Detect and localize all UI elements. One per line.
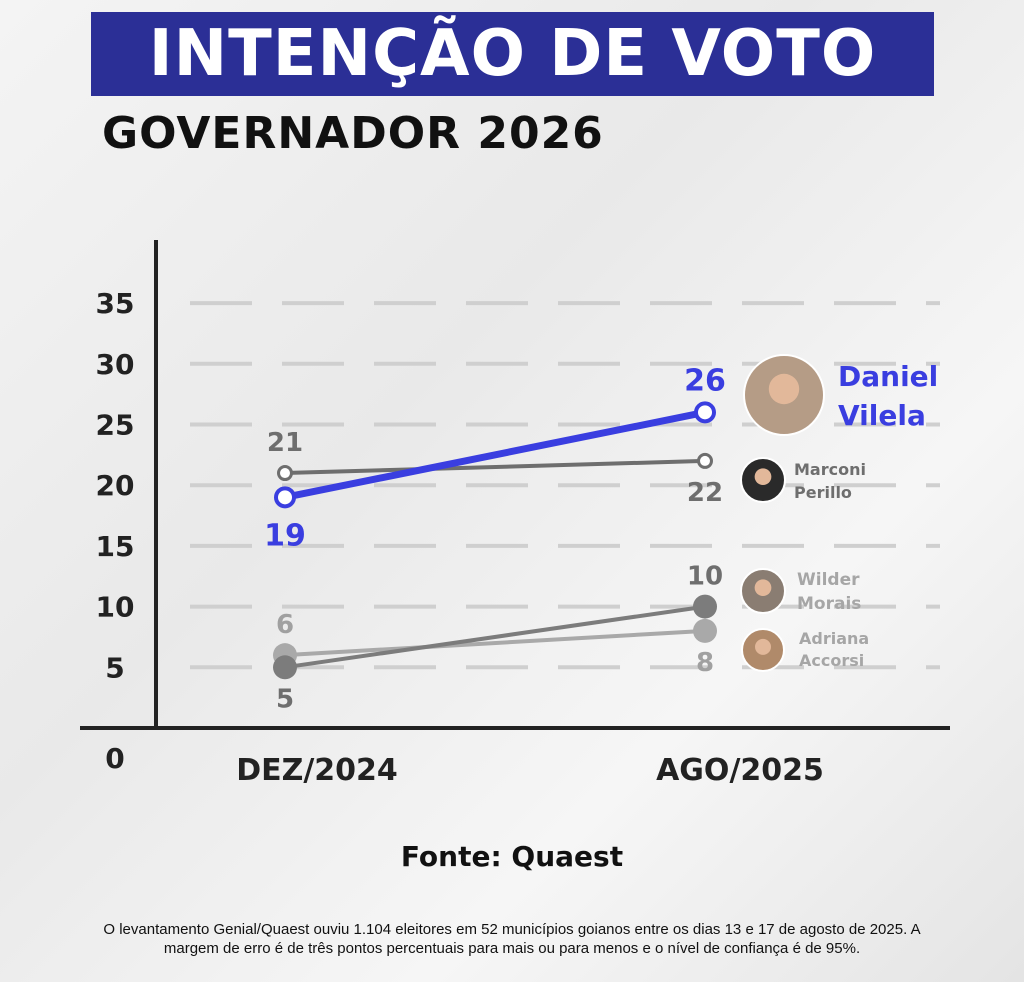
title-banner: INTENÇÃO DE VOTO <box>91 12 934 96</box>
y-tick-label: 20 <box>96 469 135 502</box>
data-label: 26 <box>684 363 726 398</box>
legend-first-name: Wilder <box>797 570 860 590</box>
data-label: 21 <box>267 428 303 458</box>
legend-first-name: Adriana <box>799 629 869 648</box>
x-tick-label: DEZ/2024 <box>236 753 398 788</box>
legend-last-name: Accorsi <box>799 651 864 670</box>
chart-title: INTENÇÃO DE VOTO <box>148 17 877 91</box>
y-tick-label: 0 <box>105 742 124 775</box>
legend-first-name: Daniel <box>838 360 938 393</box>
candidate-face-3 <box>755 638 771 655</box>
data-label: 8 <box>696 648 714 678</box>
data-point <box>277 465 293 482</box>
y-tick-label: 5 <box>105 651 124 684</box>
y-tick-label: 30 <box>96 348 135 381</box>
candidate-face-1 <box>754 468 772 486</box>
series-line-3 <box>284 628 706 658</box>
data-label: 6 <box>276 610 294 640</box>
candidate-face-0 <box>768 373 800 405</box>
series-line-2 <box>284 604 706 670</box>
data-point <box>693 618 717 643</box>
data-point <box>273 655 297 680</box>
data-label: 19 <box>264 518 306 553</box>
source-label: Fonte: Quaest <box>400 840 624 873</box>
candidate-face-2 <box>754 579 772 597</box>
y-tick-label: 25 <box>96 409 135 442</box>
y-tick-label: 15 <box>96 530 135 563</box>
data-label: 22 <box>687 478 723 508</box>
data-point <box>693 594 717 619</box>
data-point <box>274 486 296 509</box>
series-line-0 <box>284 408 706 501</box>
methodology-note: O levantamento Genial/Quaest ouviu 1.104… <box>103 921 921 957</box>
data-point <box>697 452 713 469</box>
legend-last-name: Perillo <box>794 483 852 502</box>
series-line-1 <box>284 458 706 476</box>
legend-first-name: Marconi <box>794 460 866 479</box>
chart-subtitle: GOVERNADOR 2026 <box>102 108 604 159</box>
legend-last-name: Vilela <box>838 399 926 432</box>
y-tick-label: 10 <box>96 591 135 624</box>
legend-last-name: Morais <box>797 594 861 614</box>
x-tick-label: AGO/2025 <box>656 753 824 788</box>
y-tick-label: 35 <box>96 287 135 320</box>
data-label: 5 <box>276 684 294 714</box>
data-point <box>694 401 716 424</box>
data-label: 10 <box>687 562 723 592</box>
